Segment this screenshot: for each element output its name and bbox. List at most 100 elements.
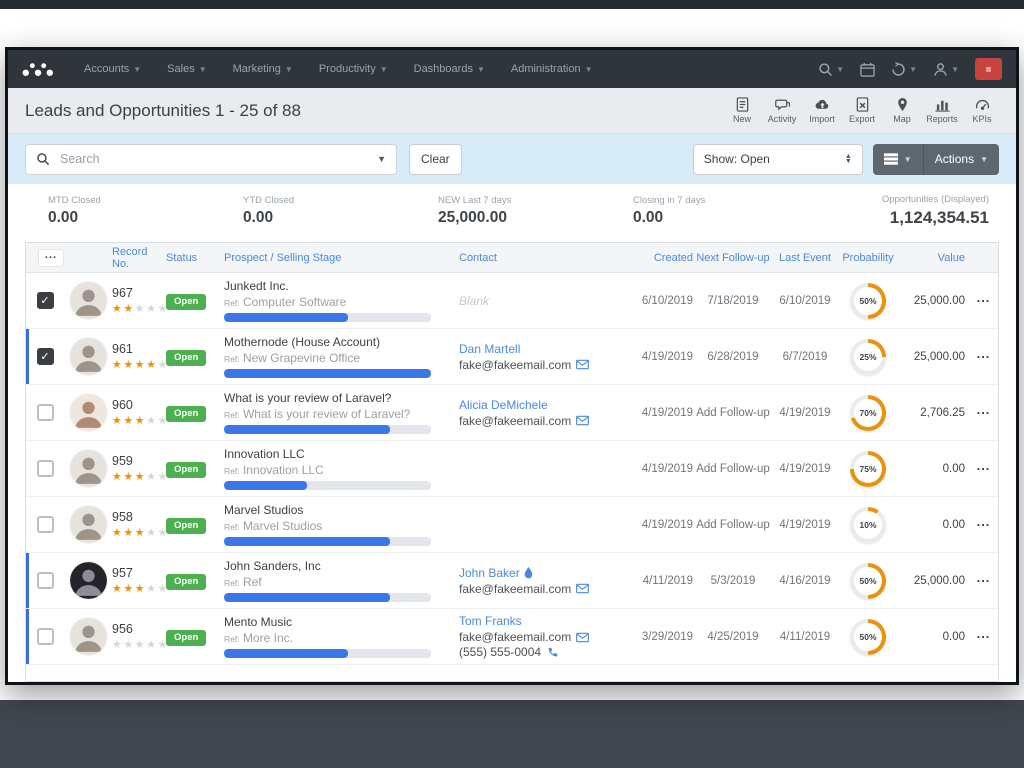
column-record-no[interactable]: Record No. (112, 245, 148, 270)
prospect-name[interactable]: Innovation LLC (224, 447, 305, 461)
contact-email[interactable]: fake@fakeemail.com (459, 358, 631, 372)
column-status[interactable]: Status (166, 251, 198, 264)
star-rating[interactable]: ★★★★★ (112, 471, 169, 483)
user-icon[interactable]: ▼ (933, 62, 959, 77)
map-button[interactable]: Map (885, 97, 919, 124)
tool-label: New (732, 114, 751, 124)
search-dropdown-caret-icon[interactable]: ▼ (377, 154, 386, 164)
export-button[interactable]: Export (845, 97, 879, 124)
caret-down-icon: ▼ (133, 64, 142, 74)
row-checkbox[interactable] (36, 516, 54, 533)
contact-name-link[interactable]: Alicia DeMichele (459, 397, 548, 412)
nav-item-accounts[interactable]: Accounts ▼ (84, 63, 141, 75)
row-checkbox[interactable] (36, 404, 54, 421)
search-icon[interactable]: ▼ (818, 62, 844, 77)
contact-phone[interactable]: (555) 555-0004 (459, 645, 631, 659)
next-follow-up[interactable]: Add Follow-up (696, 406, 770, 419)
avatar[interactable] (69, 618, 107, 655)
row-more-options-icon[interactable]: ... (976, 626, 991, 641)
row-checkbox[interactable] (36, 628, 54, 645)
avatar[interactable] (69, 506, 107, 543)
envelope-icon (576, 359, 590, 370)
next-follow-up: 7/18/2019 (707, 294, 759, 307)
star-rating[interactable]: ★★★★★ (112, 415, 169, 427)
calendar-icon[interactable] (860, 62, 875, 77)
mothernode-logo-icon[interactable] (22, 61, 62, 77)
record-number: 959 (112, 454, 133, 468)
nav-item-dashboards[interactable]: Dashboards ▼ (414, 63, 485, 75)
star-rating[interactable]: ★★★★★ (112, 303, 169, 315)
avatar[interactable] (69, 394, 107, 431)
column-prospect[interactable]: Prospect / Selling Stage (224, 251, 342, 264)
prospect-name[interactable]: Junkedt Inc. (224, 279, 289, 293)
nav-item-label: Productivity (318, 63, 376, 75)
avatar[interactable] (69, 338, 107, 375)
contact-email[interactable]: fake@fakeemail.com (459, 414, 631, 428)
next-follow-up[interactable]: Add Follow-up (696, 462, 770, 475)
reports-button[interactable]: Reports (925, 97, 959, 124)
clear-button[interactable]: Clear (409, 143, 462, 175)
avatar[interactable] (69, 282, 107, 319)
row-more-options-icon[interactable]: ... (976, 290, 991, 305)
prospect-name[interactable]: Mothernode (House Account) (224, 335, 381, 349)
tool-label: Map (893, 114, 911, 124)
nav-item-marketing[interactable]: Marketing ▼ (233, 63, 293, 75)
row-more-options-icon[interactable]: ... (976, 402, 991, 417)
activity-button[interactable]: Activity (765, 97, 799, 124)
column-created[interactable]: Created (653, 251, 693, 264)
import-button[interactable]: Import (805, 97, 839, 124)
new-button[interactable]: New (725, 97, 759, 124)
nav-item-administration[interactable]: Administration ▼ (511, 63, 593, 75)
view-mode-button[interactable]: ▼ (872, 143, 923, 175)
value-cell: 25,000.00 (913, 294, 965, 307)
column-next-follow-up[interactable]: Next Follow-up (696, 251, 770, 264)
star-rating[interactable]: ★★★★★ (112, 359, 169, 371)
contact-email[interactable]: fake@fakeemail.com (459, 630, 631, 644)
row-checkbox[interactable]: ✓ (36, 292, 54, 309)
row-more-options-icon[interactable]: ... (976, 346, 991, 361)
row-more-options-icon[interactable]: ... (976, 514, 991, 529)
history-icon[interactable]: ▼ (891, 61, 917, 77)
next-follow-up[interactable]: Add Follow-up (696, 518, 770, 531)
ref-label: Ref: (224, 578, 240, 588)
avatar[interactable] (69, 450, 107, 487)
kpis-button[interactable]: KPIs (965, 97, 999, 124)
star-rating[interactable]: ★★★★★ (112, 639, 169, 651)
row-checkbox[interactable]: ✓ (36, 348, 54, 365)
avatar[interactable] (69, 562, 107, 599)
column-options-button[interactable]: ... (38, 248, 64, 267)
prospect-name[interactable]: Mento Music (224, 615, 293, 629)
column-contact[interactable]: Contact (459, 251, 497, 264)
prospect-name[interactable]: Marvel Studios (224, 503, 304, 517)
row-more-options-icon[interactable]: ... (976, 458, 991, 473)
show-filter-select[interactable]: Show: Open ▲ ▼ (692, 143, 863, 175)
alerts-button[interactable] (975, 58, 1002, 80)
probability-cell: 50% (839, 282, 897, 319)
column-probability[interactable]: Probability (842, 251, 894, 264)
column-last-event[interactable]: Last Event (779, 251, 831, 264)
probability-cell: 50% (839, 562, 897, 599)
contact-name-link[interactable]: Dan Martell (459, 341, 521, 356)
row-checkbox[interactable] (36, 460, 54, 477)
actions-button[interactable]: Actions ▼ (922, 143, 999, 175)
row-checkbox[interactable] (36, 572, 54, 589)
last-event-date: 4/16/2019 (779, 574, 831, 587)
column-value[interactable]: Value (937, 251, 965, 264)
nav-item-sales[interactable]: Sales ▼ (167, 63, 206, 75)
row-more-options-icon[interactable]: ... (976, 570, 991, 585)
search-box[interactable]: ▼ (25, 143, 397, 175)
star-rating[interactable]: ★★★★★ (112, 583, 169, 595)
nav-item-productivity[interactable]: Productivity ▼ (319, 63, 388, 75)
alert-dot-icon (986, 66, 991, 72)
contact-blank: Blank (459, 293, 490, 308)
status-badge: Open (166, 573, 207, 590)
contact-name-link[interactable]: John Baker (459, 566, 631, 580)
probability-donut: 50% (850, 282, 886, 319)
prospect-name[interactable]: John Sanders, Inc (224, 559, 321, 573)
prospect-name[interactable]: What is your review of Laravel? (224, 391, 392, 405)
star-rating[interactable]: ★★★★★ (112, 527, 169, 539)
contact-email[interactable]: fake@fakeemail.com (459, 582, 631, 596)
search-input[interactable] (60, 152, 378, 166)
caret-down-icon: ▼ (584, 64, 593, 74)
contact-name-link[interactable]: Tom Franks (459, 614, 522, 628)
